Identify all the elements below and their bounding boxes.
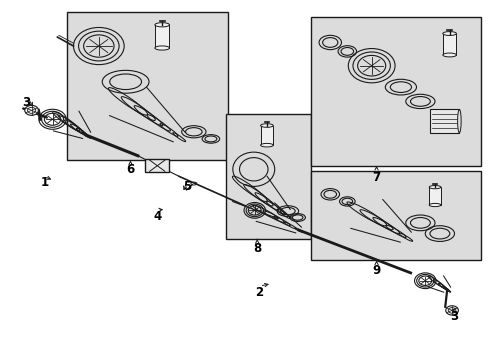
FancyBboxPatch shape bbox=[311, 18, 481, 166]
Text: 8: 8 bbox=[253, 242, 261, 255]
Text: 4: 4 bbox=[153, 210, 161, 223]
Bar bbox=[261, 126, 273, 145]
Text: 3: 3 bbox=[23, 96, 31, 109]
Circle shape bbox=[25, 105, 38, 115]
Ellipse shape bbox=[458, 109, 461, 133]
Text: 2: 2 bbox=[256, 286, 264, 299]
Ellipse shape bbox=[261, 143, 273, 147]
Bar bbox=[145, 159, 170, 172]
Text: 9: 9 bbox=[372, 264, 381, 276]
Ellipse shape bbox=[429, 203, 441, 207]
FancyBboxPatch shape bbox=[311, 171, 481, 260]
Ellipse shape bbox=[155, 23, 170, 27]
Text: 3: 3 bbox=[450, 310, 459, 323]
Text: 1: 1 bbox=[40, 176, 49, 189]
Bar bbox=[430, 109, 460, 133]
Text: 7: 7 bbox=[372, 171, 381, 184]
Bar bbox=[429, 187, 441, 205]
Ellipse shape bbox=[443, 32, 457, 36]
FancyBboxPatch shape bbox=[225, 114, 311, 239]
Ellipse shape bbox=[429, 185, 441, 189]
Bar bbox=[443, 33, 457, 55]
Bar bbox=[155, 25, 170, 48]
FancyBboxPatch shape bbox=[67, 12, 228, 160]
Text: 6: 6 bbox=[126, 163, 135, 176]
Ellipse shape bbox=[155, 46, 170, 50]
Ellipse shape bbox=[261, 124, 273, 127]
Ellipse shape bbox=[443, 53, 457, 57]
Text: 5: 5 bbox=[183, 180, 192, 193]
Circle shape bbox=[446, 306, 459, 315]
